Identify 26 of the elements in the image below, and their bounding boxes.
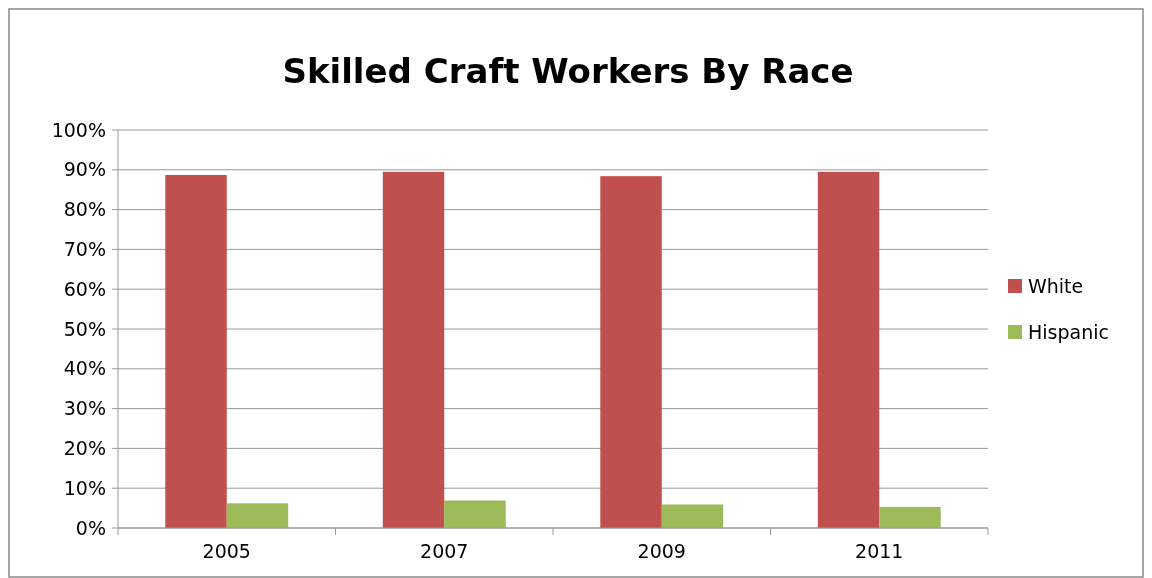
y-tick-label: 90% [63, 158, 106, 181]
bar [444, 500, 506, 528]
bar [661, 504, 724, 528]
chart-title: Skilled Craft Workers By Race [282, 51, 854, 91]
x-tick-label: 2007 [420, 540, 469, 562]
y-tick-label: 30% [63, 397, 106, 420]
legend-label: White [1028, 274, 1084, 297]
y-tick-label: 20% [63, 437, 106, 460]
bar [817, 171, 880, 528]
bar [382, 171, 445, 528]
bar [165, 174, 227, 528]
y-tick-label: 100% [51, 118, 106, 141]
y-tick-label: 60% [63, 277, 106, 300]
x-tick-label: 2005 [202, 540, 251, 562]
bar [879, 506, 941, 528]
x-tick-label: 2011 [855, 540, 904, 562]
y-tick-label: 10% [63, 476, 106, 499]
y-tick-label: 70% [63, 238, 106, 261]
y-tick-label: 50% [63, 317, 106, 340]
y-tick-label: 80% [63, 198, 106, 221]
y-tick-label: 40% [63, 357, 106, 380]
legend-label: Hispanic [1028, 320, 1109, 343]
bar [226, 503, 289, 528]
x-tick-label: 2009 [637, 540, 686, 562]
bar [600, 176, 662, 528]
y-tick-label: 0% [75, 516, 106, 539]
